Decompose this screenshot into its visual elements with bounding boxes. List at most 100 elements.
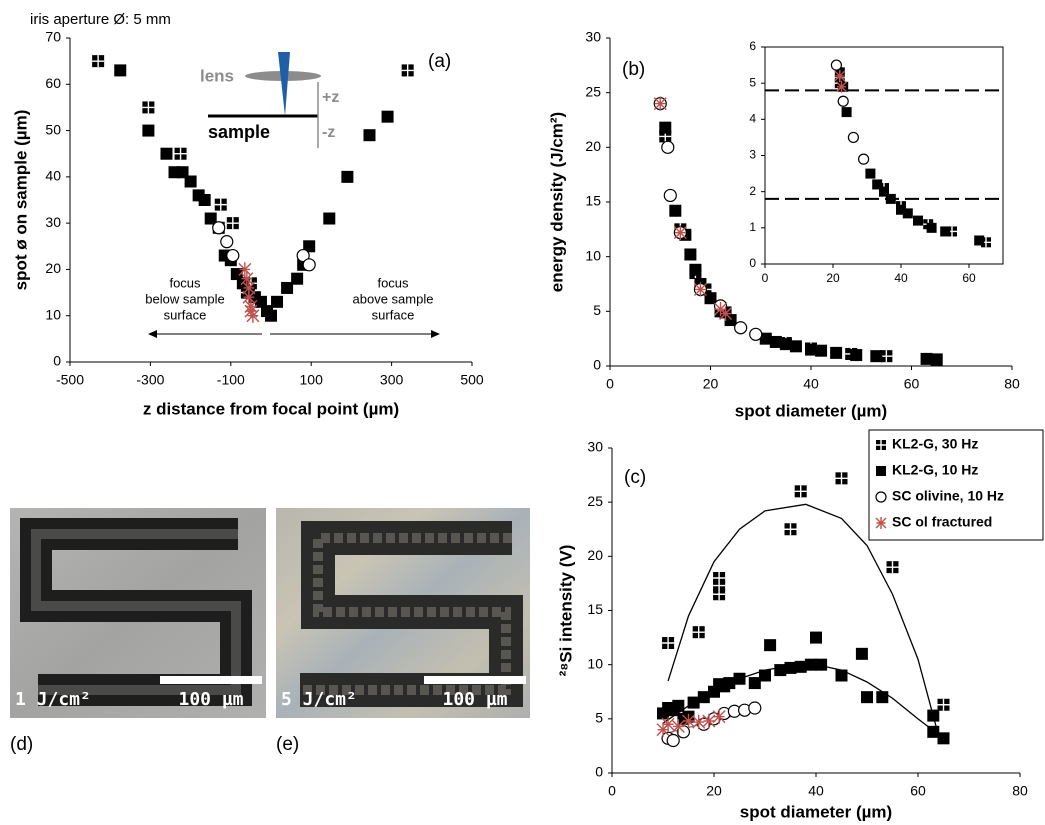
point [218,249,231,262]
y-tick-label: 10 [587,655,603,671]
point [847,131,860,144]
point [896,204,906,215]
point [672,699,685,712]
point [281,281,294,294]
marker-hatch [886,561,899,574]
legend-box [868,429,1044,541]
legend-label: SC olivine, 10 Hz [892,488,1004,504]
y-tick-label: 20 [45,260,61,276]
y-tick-label: 50 [45,121,61,137]
ablation-track-floor [31,529,241,695]
x-tick-label: 40 [894,271,908,285]
legend-label: KL2-G, 10 Hz [892,462,978,478]
point [242,280,256,296]
lens-diagram: lens +z sample -z [148,52,440,338]
point [707,712,721,726]
panel-label: (d) [10,734,33,755]
y-tick-label: 15 [585,193,601,209]
y-tick-label: 2 [749,184,756,198]
arrow-head [148,330,157,338]
point [855,647,868,660]
x-tick-label: -100 [217,372,245,388]
y-tick-label: 10 [45,306,61,322]
point [872,179,883,190]
ablation-track-floor [300,533,512,695]
point [230,268,243,281]
y-tick-label: 6 [749,39,756,53]
marker-hatch [174,147,187,160]
point [940,226,951,237]
point [870,350,883,363]
x-tick-label: 0 [608,783,616,799]
point [692,714,706,730]
point [861,691,873,704]
point [879,186,889,197]
point [226,248,240,263]
y-tick-label: 40 [45,168,61,184]
point [254,295,267,308]
sample-label: sample [208,122,270,142]
point [684,248,697,261]
scale-label: 100 µm [178,689,243,710]
point [661,717,675,732]
x-tick-label: 60 [904,376,920,392]
point [719,306,733,321]
x-tick-label: 80 [1004,376,1020,392]
point [774,664,787,677]
point [248,291,261,304]
marker-hatch [835,472,848,485]
marker-hatch [142,101,155,114]
x-tick-label: 40 [808,783,824,799]
point [930,353,943,366]
marker-hatch [794,485,807,498]
y-tick-label: 30 [585,29,601,45]
point [764,639,777,652]
point [927,725,940,738]
point [789,340,802,353]
point [805,343,817,356]
legend-marker [876,466,886,476]
point [769,335,782,348]
point [830,346,843,359]
marker-hatch [876,440,886,450]
y-tick-label: 60 [45,75,61,91]
x-axis-label: spot diameter (µm) [735,401,887,420]
y-tick-label: 10 [585,247,601,263]
marker-hatch [662,637,675,649]
point [176,166,189,179]
y-tick-label: 70 [45,29,61,45]
x-tick-label: 0 [762,271,769,285]
y-tick-label: 30 [45,214,61,230]
arrow-head [431,330,440,338]
point [850,349,863,362]
annotation: below sample [145,291,225,306]
marker-hatch [713,572,726,584]
point [759,332,772,345]
marker-hatch [226,217,239,230]
marker-hatch [784,523,797,536]
marker-hatch [214,198,227,211]
point [794,660,807,673]
y-tick-label: 3 [749,148,756,162]
point [296,248,310,263]
y-tick-label: 0 [749,256,756,270]
point [835,669,848,682]
x-axis-label: z distance from focal point (µm) [143,399,399,418]
point [734,321,748,335]
point [184,175,197,188]
point [920,352,933,365]
y-axis-label: energy density (J/cm²) [547,112,566,292]
y-tick-label: 30 [587,439,603,455]
point [689,263,702,276]
marker-hatch [92,55,105,68]
point [246,308,260,323]
point [834,69,846,82]
y-tick-label: 0 [53,353,61,369]
point [240,271,254,286]
scale-label: 100 µm [442,689,507,710]
photo-e: 5 J/cm² 100 µm (e) [276,508,530,755]
point [759,669,771,682]
point [804,658,817,671]
